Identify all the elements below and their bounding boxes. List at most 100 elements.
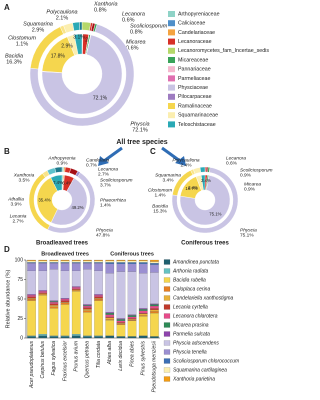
bar-segment	[38, 295, 48, 335]
bar-segment	[138, 263, 148, 274]
genus-label: Physcia	[96, 227, 113, 233]
bar-segment	[49, 303, 59, 306]
x-tick-label: Pinus sylvestris	[141, 341, 147, 376]
bar-segment	[71, 289, 81, 291]
bar-segment	[116, 319, 126, 321]
bar-segment	[60, 302, 70, 303]
bar-segment	[49, 336, 59, 339]
genus-label: Scoliciosporum	[130, 23, 168, 29]
bar-segment	[105, 317, 115, 320]
bar-segment	[83, 312, 92, 336]
legend-label: Caloplaca cerina	[173, 286, 210, 292]
bar-segment	[71, 263, 81, 271]
legend-swatch	[163, 358, 171, 364]
bar-segment	[83, 307, 92, 310]
genus-label: Polycauliona	[172, 157, 200, 163]
y-axis-label: Relative abundance (%)	[5, 269, 11, 328]
bar-segment	[150, 272, 159, 304]
bar-segment	[105, 316, 115, 318]
outer-slice	[199, 166, 206, 173]
genus-value: 0.6%	[226, 161, 238, 167]
genus-label: Bacidia	[152, 203, 168, 209]
bar-segment	[71, 335, 81, 339]
bar-segment	[49, 300, 59, 302]
bar-segment	[60, 262, 70, 264]
bar-segment	[60, 263, 70, 271]
bar-segment	[150, 308, 159, 310]
genus-label: Xanthoria	[13, 172, 35, 178]
bar-segment	[94, 300, 103, 336]
bar-segment	[105, 312, 115, 315]
genus-value: 2.9%	[32, 27, 45, 33]
legend-label: Micarea prasina	[173, 322, 209, 328]
genus-value: 75.1%	[240, 233, 254, 239]
genus-label: Lecanora	[98, 166, 118, 172]
legend-swatch	[168, 20, 175, 27]
bar-segment	[49, 335, 59, 337]
bar-segment	[49, 306, 59, 309]
bar-segment	[127, 315, 137, 318]
bar-segment	[105, 319, 115, 321]
genus-value: 47.8%	[96, 233, 110, 239]
genus-value: 2.7%	[98, 172, 110, 178]
bar-segment	[94, 298, 103, 300]
bar-segment	[60, 300, 70, 303]
page: {"center_label": "All tree species", "ch…	[4, 1, 273, 393]
bar-segment	[94, 336, 103, 339]
genus-label: Candelaria	[86, 157, 110, 163]
bar-segment	[49, 259, 59, 261]
x-tick-label: Acer pseudoplatanus	[29, 341, 35, 389]
legend-swatch	[168, 103, 175, 109]
bar-segment	[127, 318, 137, 320]
bar-segment	[116, 259, 126, 261]
center-label: All tree species	[116, 139, 167, 146]
panel-label: B	[4, 147, 10, 156]
bar-segment	[60, 270, 70, 299]
genus-label: Phaeorrhiza	[100, 197, 126, 203]
x-tick-label: Prunus avium	[74, 341, 80, 372]
bar-segment	[138, 310, 148, 314]
bar-segment	[150, 263, 159, 265]
bar-segment	[94, 335, 103, 337]
bar-segment	[94, 259, 103, 261]
bar-segment	[127, 319, 137, 321]
genus-value: 0.9%	[240, 173, 252, 179]
bar-segment	[138, 309, 148, 311]
family-value: 16.7%	[185, 186, 197, 191]
bar-segment	[83, 269, 92, 305]
genus-label: Micarea	[244, 181, 261, 187]
bar-segment	[83, 305, 92, 308]
bar-segment	[105, 262, 115, 264]
arrow-right-head	[175, 156, 186, 166]
bar-segment	[27, 263, 36, 271]
bar-segment	[138, 335, 148, 339]
legend-swatch	[163, 349, 171, 355]
bar-segment	[138, 259, 148, 261]
family-value: 49.2%	[71, 205, 83, 210]
arrow-left-head	[98, 156, 109, 166]
bar-segment	[150, 264, 159, 273]
legend-label: Lecanora chlarotera	[173, 313, 218, 319]
x-tick-label: Tilia cordata	[96, 341, 102, 368]
legend-swatch	[168, 57, 175, 63]
genus-value: 2.1%	[56, 15, 69, 21]
bar-segment	[127, 271, 137, 315]
bar-segment	[116, 323, 126, 325]
bar-segment	[83, 335, 92, 337]
legend-swatch	[163, 367, 171, 373]
bar-segment	[38, 270, 48, 291]
bar-segment	[71, 259, 81, 261]
legend-swatch	[163, 286, 171, 292]
genus-label: Squamarina	[155, 172, 181, 178]
bar-segment	[27, 270, 36, 295]
legend-swatch	[163, 268, 171, 274]
bar-segment	[27, 260, 36, 263]
legend-label: Parmelia sulcata	[173, 331, 210, 337]
legend-label: Arthonia radiata	[172, 268, 209, 274]
bar-segment	[150, 311, 159, 314]
bar-segment	[116, 323, 126, 325]
bar-segment	[94, 296, 103, 299]
legend-label: Pilocarpaceae	[178, 94, 212, 100]
bar-segment	[150, 303, 159, 305]
legend-swatch	[163, 340, 171, 346]
